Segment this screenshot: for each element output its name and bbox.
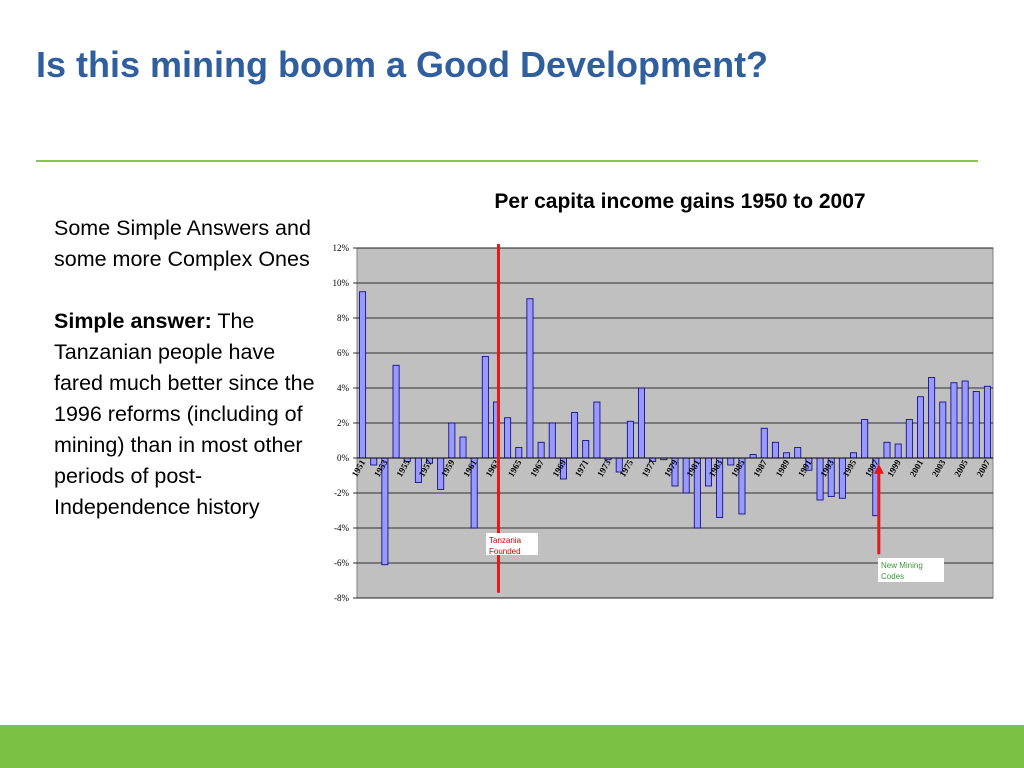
bar-2003 bbox=[939, 401, 947, 459]
bar-2004 bbox=[950, 382, 958, 459]
y-tick-label: 0% bbox=[337, 453, 350, 463]
text-panel: Some Simple Answers and some more Comple… bbox=[54, 213, 324, 523]
bar-1965 bbox=[515, 447, 523, 459]
bar-2007 bbox=[983, 385, 991, 459]
footer-bar bbox=[0, 725, 1024, 768]
bar-1959 bbox=[448, 422, 456, 459]
bar-1995 bbox=[850, 452, 857, 459]
title-divider bbox=[36, 160, 978, 162]
bar-1996 bbox=[861, 419, 869, 459]
bar-2000 bbox=[905, 419, 913, 459]
bar-1984 bbox=[727, 457, 735, 466]
y-tick-label: 10% bbox=[333, 278, 350, 288]
mining-codes-arrowhead bbox=[873, 463, 884, 474]
bar-1998 bbox=[883, 441, 891, 459]
chart-title: Per capita income gains 1950 to 2007 bbox=[494, 190, 866, 213]
bar-1986 bbox=[749, 454, 757, 459]
intro-text: Some Simple Answers and some more Comple… bbox=[54, 216, 311, 271]
y-tick-label: -4% bbox=[334, 523, 349, 533]
y-tick-label: 8% bbox=[337, 313, 350, 323]
y-tick-label: 12% bbox=[333, 243, 350, 253]
new-mining-codes-label: New Mining Codes bbox=[881, 561, 923, 581]
y-tick-label: -8% bbox=[334, 593, 349, 603]
mining-label-box bbox=[878, 558, 944, 582]
y-tick-label: -2% bbox=[334, 488, 349, 498]
bar-1976 bbox=[638, 387, 645, 459]
bar-1954 bbox=[392, 364, 400, 459]
bar-2006 bbox=[972, 391, 980, 459]
bar-1968 bbox=[548, 422, 556, 459]
tanzania-label-box bbox=[486, 533, 538, 555]
bar-1960 bbox=[459, 436, 467, 459]
answer-text: The Tanzanian people have fared much bet… bbox=[54, 309, 315, 519]
bar-1972 bbox=[593, 401, 601, 459]
bar-1989 bbox=[783, 452, 791, 459]
slide-title: Is this mining boom a Good Development? bbox=[36, 44, 769, 85]
bar-1990 bbox=[794, 447, 802, 459]
bar-1994 bbox=[838, 457, 846, 499]
bar-1971 bbox=[582, 440, 590, 459]
bar-1992 bbox=[816, 457, 824, 501]
bar-1975 bbox=[626, 420, 634, 459]
y-tick-label: 6% bbox=[337, 348, 350, 358]
bar-1962 bbox=[481, 356, 489, 459]
bar-1951 bbox=[359, 291, 367, 459]
bar-1967 bbox=[537, 441, 545, 459]
bar-1964 bbox=[504, 417, 512, 459]
bar-2001 bbox=[917, 396, 924, 459]
bar-1987 bbox=[760, 427, 768, 459]
tanzania-founded-label: Tanzania Founded bbox=[489, 536, 522, 556]
y-tick-label: 2% bbox=[337, 418, 350, 428]
bar-1999 bbox=[894, 443, 902, 459]
answer-label: Simple answer: bbox=[54, 309, 212, 333]
bar-1952 bbox=[370, 457, 378, 466]
y-tick-label: -6% bbox=[334, 558, 349, 568]
bar-1966 bbox=[526, 298, 534, 459]
answer-paragraph: Simple answer: The Tanzanian people have… bbox=[54, 306, 324, 523]
bar-1988 bbox=[771, 441, 779, 459]
y-tick-label: 4% bbox=[337, 383, 350, 393]
bar-2002 bbox=[928, 377, 936, 459]
bar-1970 bbox=[571, 412, 579, 459]
bar-2005 bbox=[961, 380, 969, 459]
